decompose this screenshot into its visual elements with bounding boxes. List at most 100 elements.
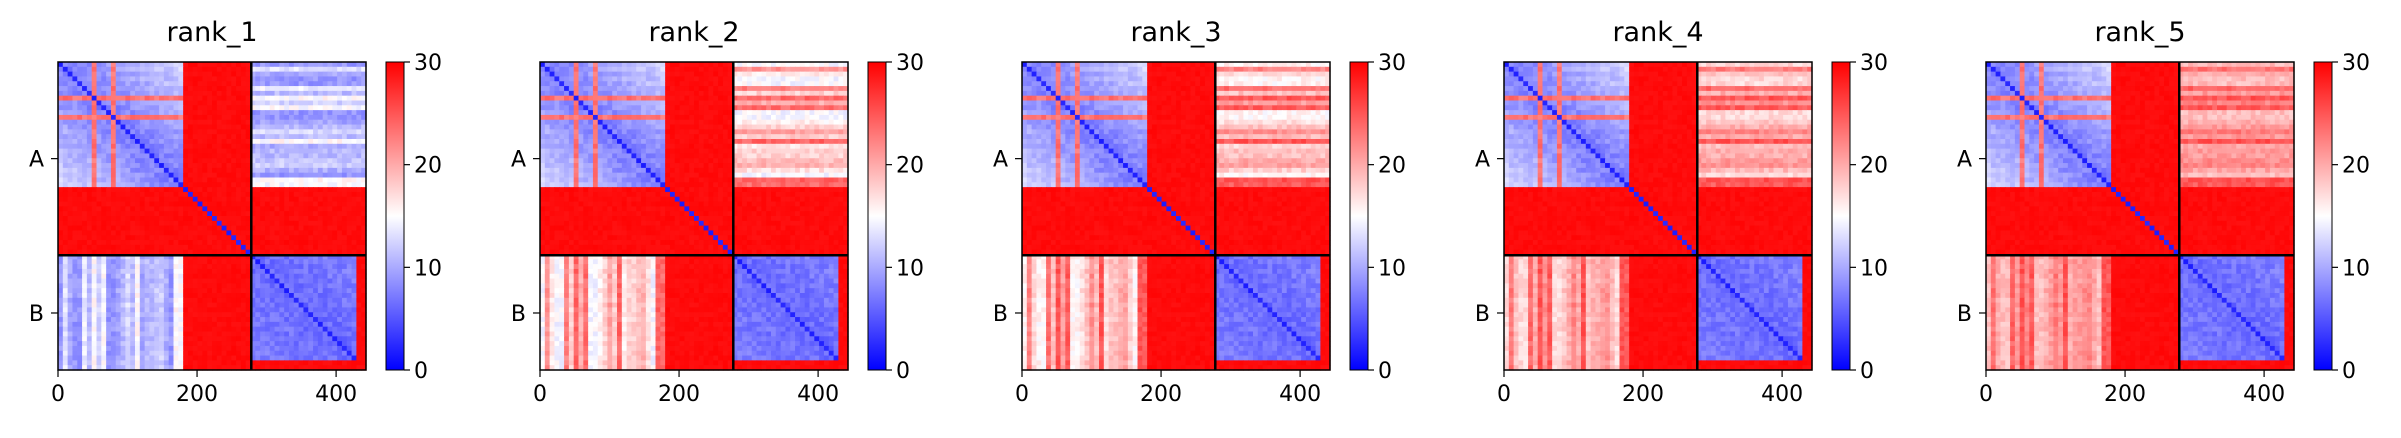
heatmap-cell	[231, 317, 237, 323]
heatmap-cell	[785, 66, 791, 73]
heatmap-cell	[125, 264, 131, 270]
heatmap-cell	[135, 167, 141, 174]
heatmap-cell	[197, 114, 203, 121]
heatmap-cell	[255, 254, 261, 260]
heatmap-cell	[308, 129, 314, 135]
heatmap-cell	[684, 62, 690, 68]
heatmap-cell	[828, 81, 835, 87]
heatmap-cell	[125, 297, 131, 304]
heatmap-cell	[86, 158, 93, 164]
heatmap-cell	[154, 90, 160, 97]
heatmap-cell	[115, 321, 122, 328]
heatmap-cell	[260, 139, 266, 145]
heatmap-cell	[645, 110, 652, 116]
heatmap-cell	[742, 76, 748, 82]
heatmap-cell	[197, 153, 203, 159]
heatmap-cell	[130, 230, 136, 236]
heatmap-cell	[226, 360, 232, 366]
heatmap-cell	[135, 129, 141, 135]
heatmap-cell	[77, 167, 83, 174]
heatmap-cell	[313, 317, 319, 323]
heatmap-cell	[96, 244, 102, 251]
heatmap-cell	[341, 249, 348, 256]
heatmap-cell	[756, 100, 762, 106]
heatmap-cell	[317, 211, 324, 217]
heatmap-cell	[327, 350, 333, 357]
heatmap-cell	[120, 249, 126, 256]
heatmap-cell	[101, 278, 107, 284]
heatmap-cell	[144, 336, 151, 342]
heatmap-cell	[250, 312, 256, 318]
heatmap-cell	[592, 71, 599, 78]
heatmap-cell	[125, 143, 131, 150]
heatmap-cell	[67, 191, 74, 198]
heatmap-cell	[260, 278, 266, 284]
heatmap-cell	[694, 100, 700, 106]
heatmap-cell	[322, 148, 329, 155]
heatmap-cell	[82, 100, 88, 106]
heatmap-cell	[163, 76, 170, 82]
heatmap-cell	[72, 177, 78, 183]
heatmap-cell	[110, 355, 117, 361]
heatmap-cell	[67, 321, 74, 328]
heatmap-cell	[341, 326, 348, 333]
heatmap-cell	[187, 100, 194, 106]
heatmap-cell	[341, 278, 348, 284]
heatmap-cell	[212, 110, 218, 116]
heatmap-cell	[149, 336, 155, 342]
heatmap-cell	[293, 76, 300, 82]
heatmap-cell	[110, 100, 117, 106]
heatmap-cell	[216, 110, 223, 116]
heatmap-cell	[159, 167, 165, 174]
heatmap-cell	[106, 143, 112, 150]
heatmap-cell	[583, 119, 589, 126]
heatmap-cell	[722, 86, 729, 92]
heatmap-cell	[341, 201, 348, 207]
heatmap-cell	[289, 321, 295, 328]
heatmap-cell	[284, 225, 290, 232]
heatmap-cell	[135, 220, 141, 227]
heatmap-cell	[337, 283, 343, 289]
heatmap-cell	[327, 273, 333, 280]
heatmap-cell	[62, 76, 69, 82]
heatmap-cell	[264, 355, 271, 361]
heatmap-cell	[308, 191, 314, 198]
heatmap-cell	[322, 143, 329, 150]
heatmap-cell	[187, 273, 194, 280]
heatmap-cell	[221, 124, 228, 130]
heatmap-cell	[361, 278, 367, 284]
heatmap-cell	[549, 110, 556, 116]
heatmap-cell	[187, 336, 194, 342]
heatmap-cell	[804, 114, 811, 121]
heatmap-cell	[279, 297, 285, 304]
heatmap-cell	[298, 293, 305, 299]
heatmap-cell	[279, 326, 285, 333]
heatmap-cell	[240, 71, 247, 78]
heatmap-cell	[337, 134, 343, 140]
heatmap-cell	[771, 119, 777, 126]
heatmap-cell	[327, 196, 333, 203]
heatmap-cell	[125, 278, 131, 284]
heatmap-cell	[250, 163, 256, 169]
heatmap-cell	[245, 129, 252, 135]
heatmap-cell	[274, 331, 280, 337]
heatmap-cell	[154, 302, 160, 309]
heatmap-cell	[96, 302, 102, 309]
heatmap-cell	[612, 66, 618, 73]
heatmap-cell	[58, 148, 64, 155]
heatmap-cell	[317, 158, 324, 164]
heatmap-cell	[125, 95, 131, 102]
heatmap-cell	[139, 90, 146, 97]
heatmap-cell	[284, 206, 290, 212]
heatmap-cell	[289, 196, 295, 203]
heatmap-cell	[356, 278, 362, 284]
heatmap-cell	[250, 172, 256, 179]
heatmap-cell	[660, 66, 666, 73]
heatmap-cell	[202, 244, 208, 251]
heatmap-cell	[168, 317, 175, 323]
heatmap-cell	[130, 312, 136, 318]
heatmap-cell	[91, 129, 98, 135]
heatmap-cell	[173, 254, 179, 260]
heatmap-cell	[351, 139, 357, 145]
heatmap-cell	[91, 278, 98, 284]
